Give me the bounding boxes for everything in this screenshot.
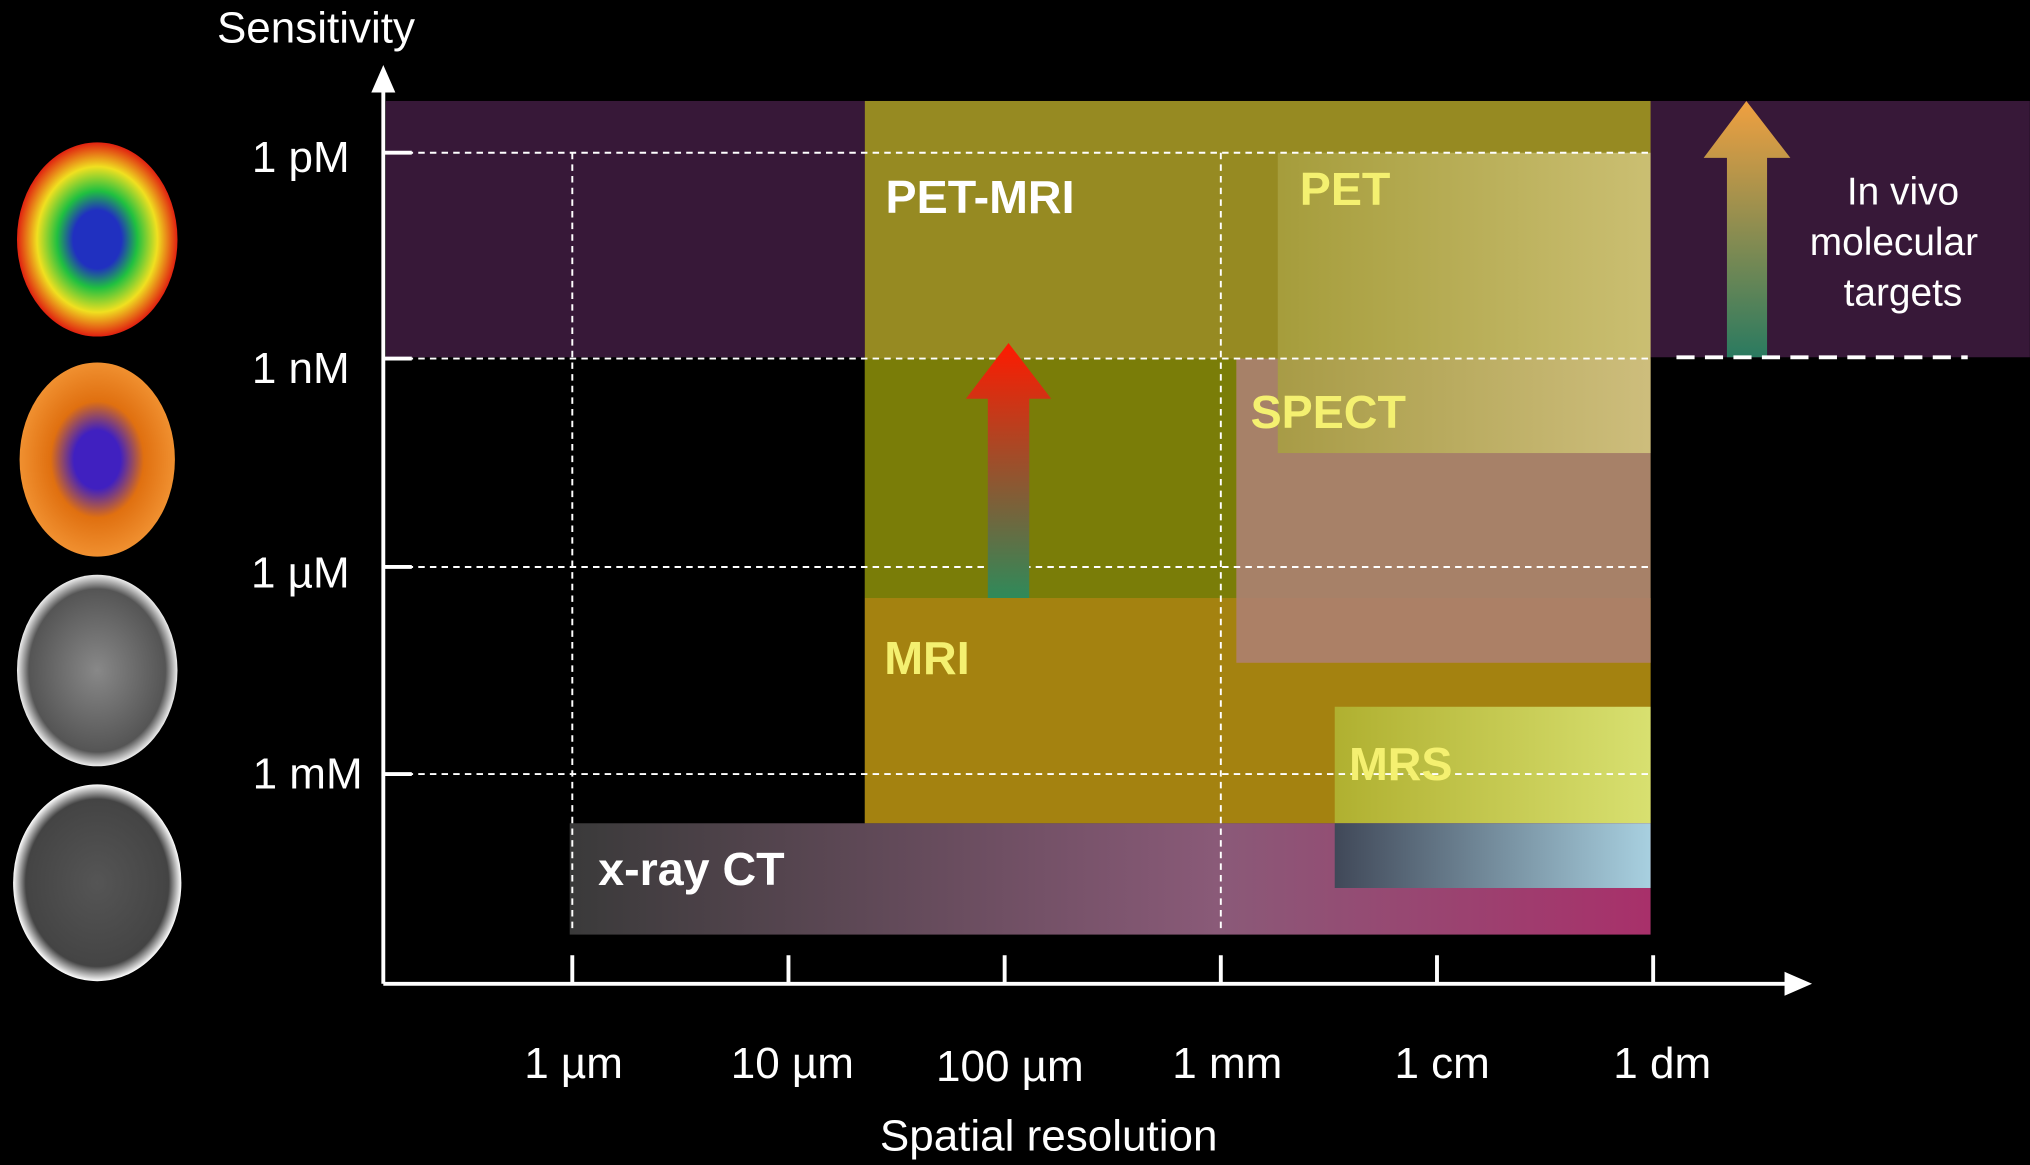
region-label: x-ray CT <box>598 843 784 895</box>
region-label: SPECT <box>1251 386 1406 438</box>
region-label: MRI <box>884 632 969 684</box>
y-tick-label: 1 µM <box>251 549 350 598</box>
annotation: In vivo <box>1847 170 1959 213</box>
annotation: targets <box>1844 271 1963 314</box>
x-axis-title: Spatial resolution <box>880 1112 1218 1161</box>
region-label: PET-MRI <box>886 171 1075 223</box>
x-tick-label: 10 µm <box>731 1039 854 1088</box>
x-tick-label: 100 µm <box>936 1042 1084 1091</box>
y-axis-title: Sensitivity <box>217 4 415 53</box>
annotation: molecular <box>1810 221 1978 264</box>
y-tick-label: 1 nM <box>252 344 350 393</box>
page: {"y_axis":{"title":"Sensitivity","ticks"… <box>0 0 2030 1165</box>
x-tick-label: 1 dm <box>1613 1039 1711 1088</box>
region-label: MRS <box>1349 738 1453 790</box>
ct-blue <box>1335 823 1651 888</box>
x-tick-label: 1 cm <box>1394 1039 1489 1088</box>
y-tick-label: 1 mM <box>253 749 363 798</box>
brain-images <box>13 142 181 981</box>
x-tick-label: 1 mm <box>1172 1039 1282 1088</box>
region-label: PET <box>1300 163 1391 215</box>
diagram: Sensitivity 1 pM 1 nM 1 µM 1 mM 1 µm 10 … <box>0 0 2030 1165</box>
mri-inner <box>865 359 1237 598</box>
x-tick-label: 1 µm <box>524 1039 623 1088</box>
y-tick-label: 1 pM <box>252 133 350 182</box>
